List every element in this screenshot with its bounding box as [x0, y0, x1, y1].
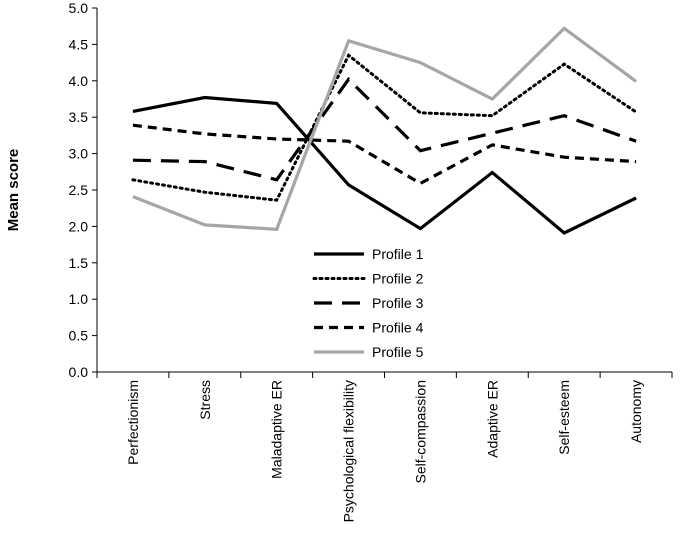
y-tick-label: 2.5: [69, 182, 89, 198]
legend-label-1: Profile 1: [372, 246, 424, 262]
y-axis-title: Mean score: [5, 149, 22, 232]
x-tick-label: Psychological flexibility: [341, 380, 357, 522]
y-tick-label: 1.5: [69, 255, 89, 271]
x-tick-label: Stress: [197, 380, 213, 420]
y-tick-label: 0.0: [69, 364, 89, 380]
legend-label-2: Profile 2: [372, 271, 424, 287]
x-tick-label: Adaptive ER: [484, 380, 500, 458]
series-lines: [131, 26, 638, 235]
x-tick-label: Maladaptive ER: [269, 380, 285, 479]
y-tick-label: 4.0: [69, 73, 89, 89]
legend-label-5: Profile 5: [372, 344, 424, 360]
series-line-2: [131, 52, 638, 202]
y-tick-label: 3.5: [69, 109, 89, 125]
y-axis-ticks: 0.0 0.5 1.0 1.5 2.0 2.5 3.0 3.5 4.0 4.5 5.0: [69, 0, 97, 380]
legend-label-3: Profile 3: [372, 295, 424, 311]
x-tick-label: Autonomy: [628, 380, 644, 443]
x-axis-ticks: Perfectionism Stress Maladaptive ER Psychol…: [96, 372, 673, 522]
axes: [96, 8, 672, 373]
y-tick-label: 0.5: [69, 328, 89, 344]
y-tick-label: 5.0: [69, 0, 89, 16]
x-tick-label: Self-esteem: [556, 380, 572, 455]
x-tick-label: Perfectionism: [125, 380, 141, 465]
y-tick-label: 4.5: [69, 36, 89, 52]
series-line-5: [132, 26, 638, 231]
x-tick-label: Self-compassion: [412, 380, 428, 484]
series-line-4: [132, 123, 637, 186]
legend: Profile 1 Profile 2 Profile 3 Profile 4 Prof…: [312, 246, 424, 360]
series-line-1: [132, 95, 637, 235]
y-tick-label: 2.0: [69, 218, 89, 234]
series-line-3: [132, 76, 637, 182]
y-tick-label: 1.0: [69, 291, 89, 307]
y-tick-label: 3.0: [69, 146, 89, 162]
legend-label-4: Profile 4: [372, 320, 424, 336]
